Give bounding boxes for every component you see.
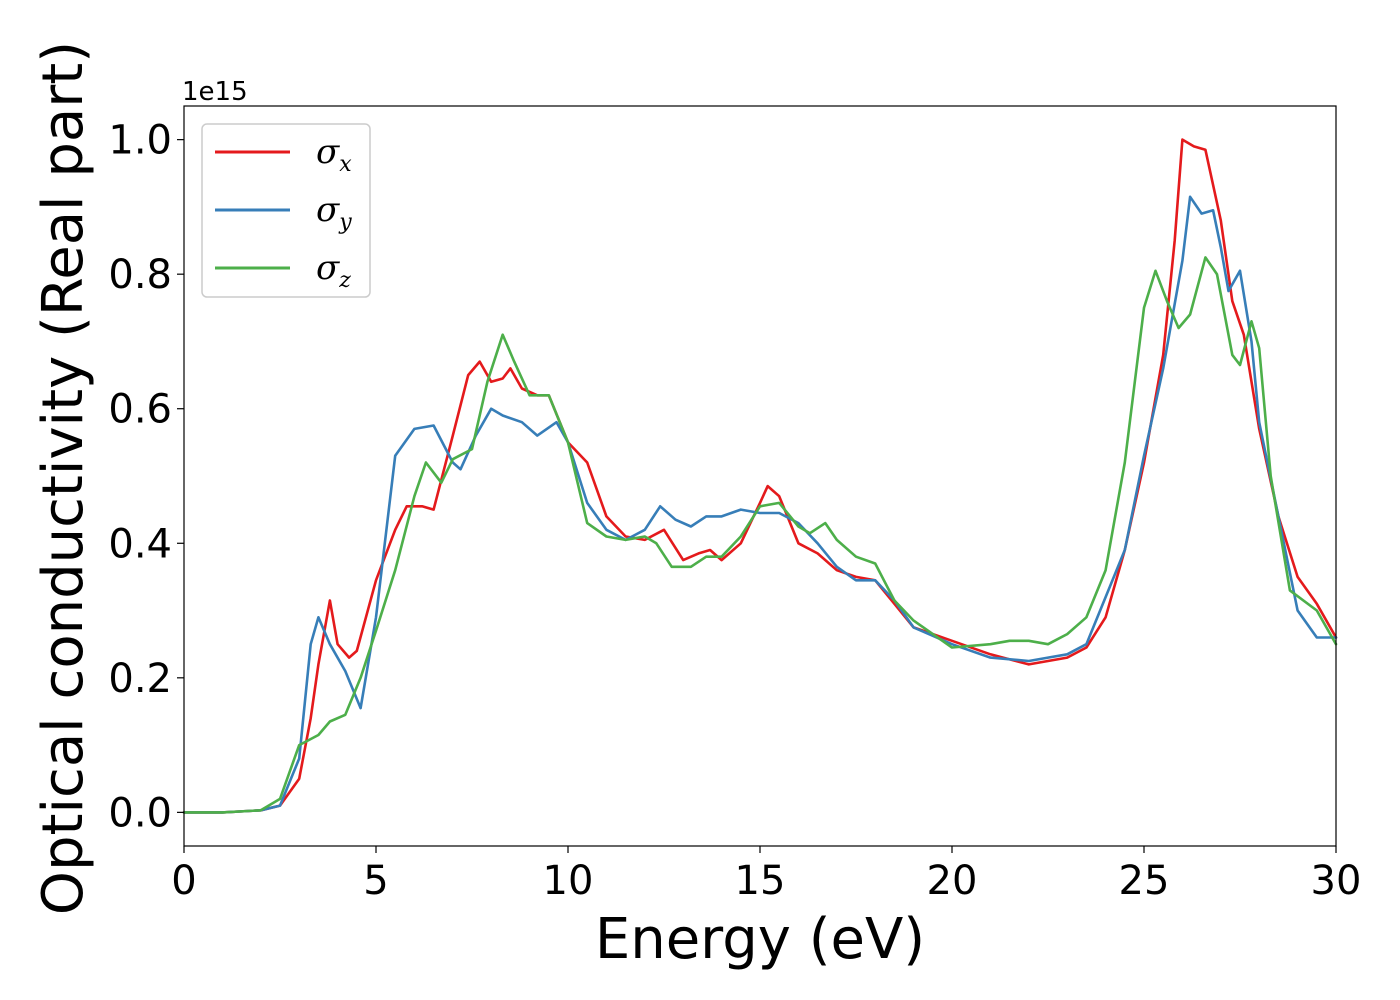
y-axis: 0.0 0.2 0.4 0.6 0.8 1.0	[108, 118, 184, 836]
plot-background	[184, 106, 1336, 846]
x-axis-title: Energy (eV)	[595, 907, 925, 972]
x-tick-label: 20	[927, 858, 978, 904]
x-tick-label: 15	[735, 858, 786, 904]
y-tick-label: 1.0	[108, 118, 172, 164]
y-offset-label: 1e15	[182, 77, 248, 107]
x-tick-label: 30	[1311, 858, 1362, 904]
y-tick-label: 0.2	[108, 656, 172, 702]
x-tick-label: 25	[1119, 858, 1170, 904]
y-tick-label: 0.0	[108, 790, 172, 836]
x-tick-label: 5	[363, 858, 388, 904]
series-line-z	[182, 256, 1338, 814]
y-axis-title: Optical conductivity (Real part)	[31, 41, 96, 915]
series-line-y	[182, 195, 1338, 814]
x-tick-label: 10	[543, 858, 594, 904]
series-line-x	[182, 138, 1338, 814]
x-tick-label: 0	[171, 858, 196, 904]
x-axis: 0 5 10 15 20 25 30	[171, 846, 1361, 904]
series-layer	[182, 138, 1338, 814]
y-tick-label: 0.8	[108, 252, 172, 298]
y-tick-label: 0.4	[108, 521, 172, 567]
y-tick-label: 0.6	[108, 387, 172, 433]
